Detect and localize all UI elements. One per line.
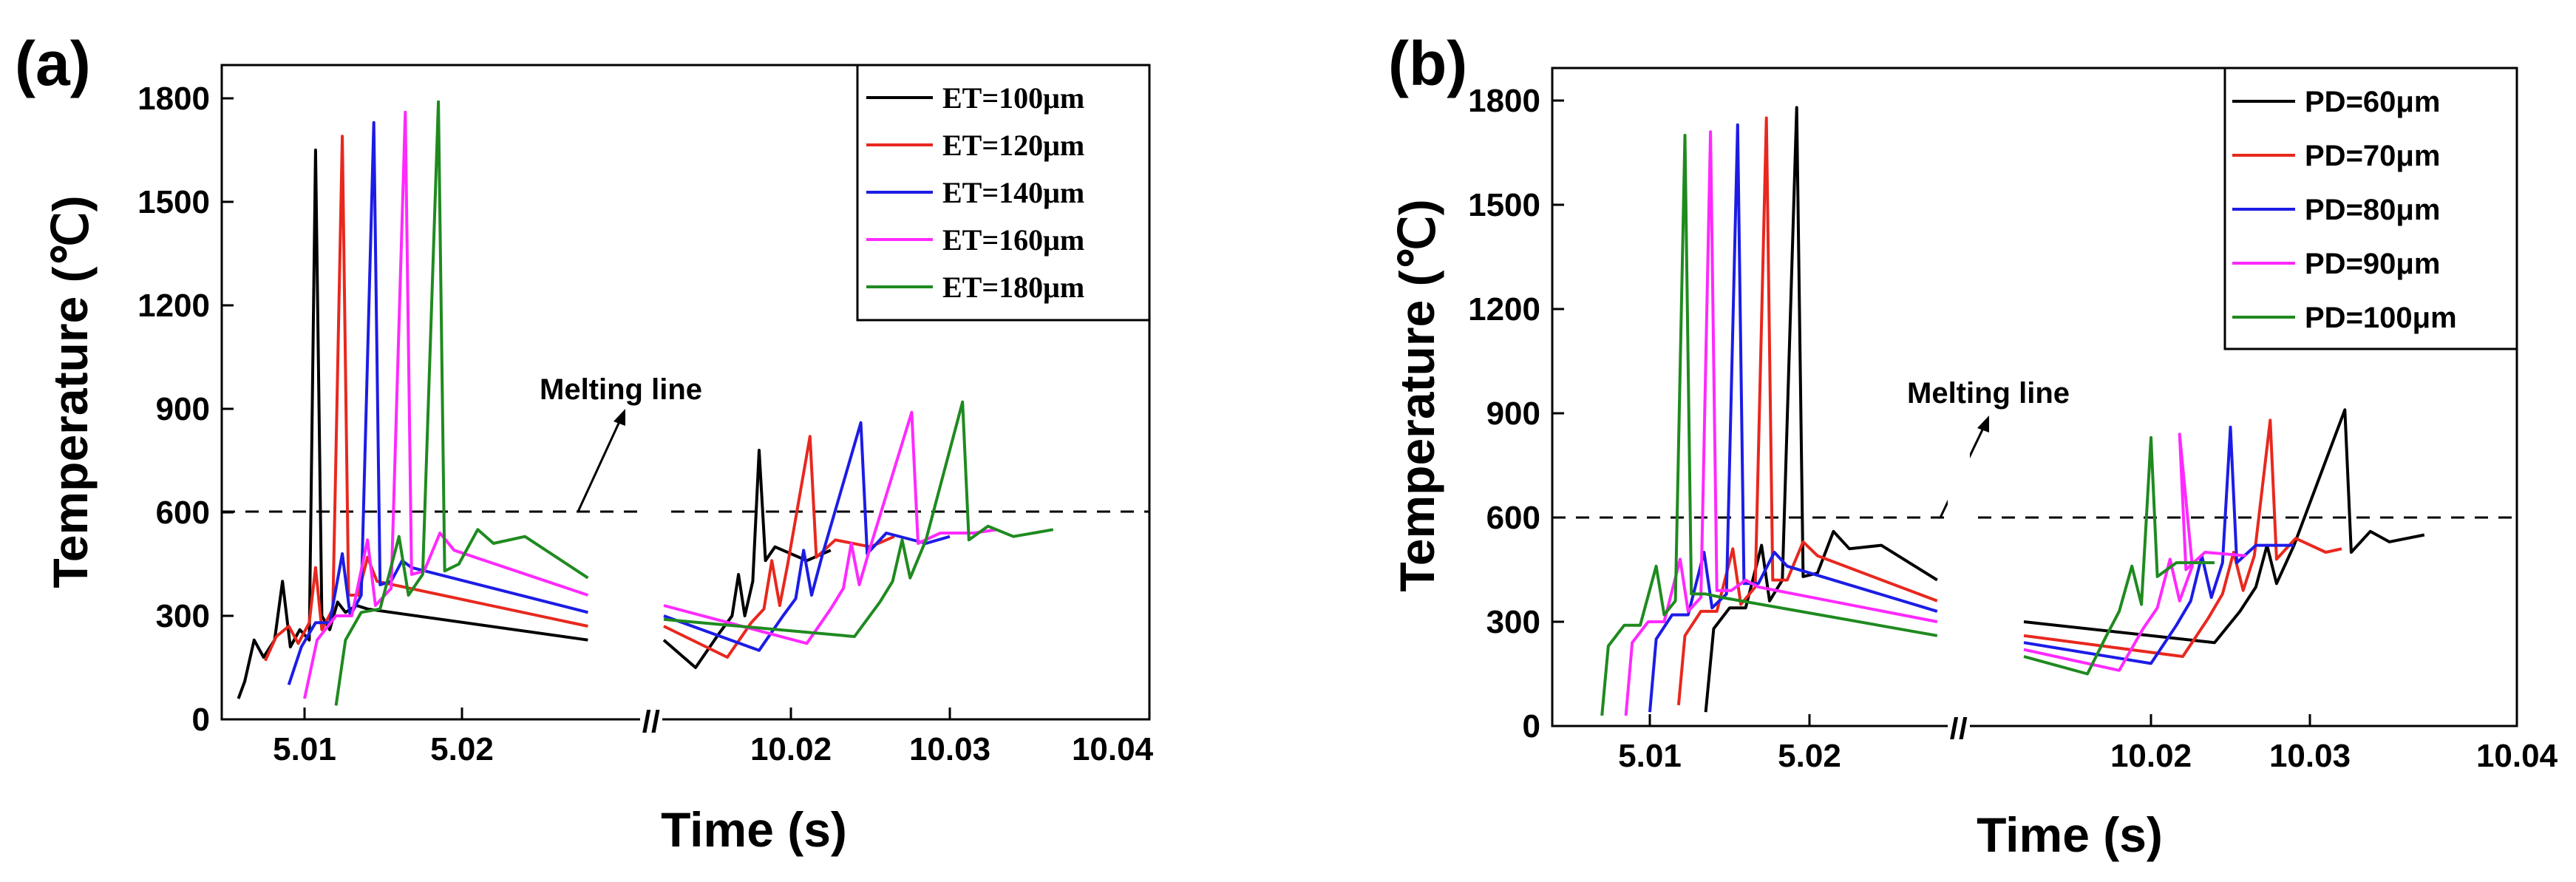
panel-a-plot-frame xyxy=(220,64,1151,721)
legend-label: PD=60μm xyxy=(2305,86,2440,118)
panel-b-label: (b) xyxy=(1388,29,1467,98)
y-tick-label: 1500 xyxy=(137,184,210,220)
legend-label: ET=120μm xyxy=(942,129,1084,162)
x-tick-label: 10.03 xyxy=(2269,738,2351,774)
legend-label: ET=180μm xyxy=(942,271,1084,304)
panel-a: (a) 0 300 600 900 1200 1500 1800 xyxy=(15,29,1154,857)
panel-a-label: (a) xyxy=(15,29,91,98)
axis-break-gap xyxy=(640,706,662,733)
panel-b-plot-frame xyxy=(1551,67,2518,727)
panel-a-y-tick-labels: 0 300 600 900 1200 1500 1800 xyxy=(137,81,210,738)
y-tick-label: 900 xyxy=(1486,396,1540,432)
y-tick-label: 1800 xyxy=(1468,83,1540,119)
series-line-1-seg2 xyxy=(2023,408,2425,645)
y-tick-label: 600 xyxy=(156,495,210,531)
series-line-5-seg1 xyxy=(334,100,589,706)
x-tick-label: 5.01 xyxy=(273,731,336,767)
panel-b-y-ticks xyxy=(1552,99,1564,727)
y-tick-label: 0 xyxy=(1523,708,1540,744)
series-line-3-seg2 xyxy=(2023,425,2294,665)
panel-a-series xyxy=(237,100,1054,706)
panel-a-y-axis-title: Temperature (℃) xyxy=(43,195,98,588)
y-tick-label: 1200 xyxy=(137,288,210,324)
y-tick-label: 300 xyxy=(156,598,210,634)
panel-b-y-tick-labels: 0 300 600 900 1200 1500 1800 xyxy=(1468,83,1540,744)
y-tick-label: 1800 xyxy=(137,81,210,117)
series-line-4-seg1 xyxy=(1624,130,1938,716)
series-line-1-seg1 xyxy=(1704,106,1938,713)
x-tick-label: 10.03 xyxy=(909,731,990,767)
legend-label: ET=100μm xyxy=(942,81,1084,115)
panel-b: (b) 0 300 600 900 1200 1500 1800 5. xyxy=(1388,29,2558,862)
series-line-2-seg1 xyxy=(263,135,588,662)
panel-b-x-tick-labels: 5.01 5.02 10.02 10.03 10.04 xyxy=(1618,738,2558,774)
x-tick-label: 5.01 xyxy=(1618,738,1682,774)
legend-label: PD=90μm xyxy=(2305,248,2440,280)
series-line-5-seg1 xyxy=(1600,134,1938,716)
panel-a-x-axis-title: Time (s) xyxy=(661,802,847,857)
series-line-4-seg2 xyxy=(663,410,998,645)
panel-a-melting-annotation: Melting line xyxy=(540,373,702,406)
panel-a-break-gap xyxy=(640,414,662,710)
x-tick-label: 5.02 xyxy=(1778,738,1841,774)
panel-b-y-axis-title: Temperature (℃) xyxy=(1390,199,1444,591)
legend-label: ET=140μm xyxy=(942,176,1084,209)
panel-a-x-tick-labels: 5.01 5.02 10.02 10.03 10.04 xyxy=(273,731,1153,767)
series-line-3-seg1 xyxy=(1648,123,1938,713)
legend-label: PD=80μm xyxy=(2305,194,2440,226)
legend-label: PD=70μm xyxy=(2305,140,2440,172)
x-tick-label: 10.04 xyxy=(1072,731,1154,767)
x-tick-label: 10.02 xyxy=(750,731,832,767)
x-tick-label: 10.02 xyxy=(2110,738,2192,774)
y-tick-label: 600 xyxy=(1486,500,1540,536)
annotation-arrow-line xyxy=(577,418,622,512)
series-line-5-seg2 xyxy=(663,400,1054,638)
legend-label: PD=100μm xyxy=(2305,302,2457,334)
panel-b-x-axis-title: Time (s) xyxy=(1977,807,2163,862)
panel-b-x-ticks xyxy=(1648,714,2311,726)
x-tick-label: 10.04 xyxy=(2476,738,2558,774)
panel-a-legend: ET=100μm ET=120μm ET=140μm ET=160μm ET=1… xyxy=(856,64,1151,322)
y-tick-label: 1200 xyxy=(1468,291,1540,328)
series-line-2-seg2 xyxy=(2023,418,2342,658)
x-tick-label: 5.02 xyxy=(430,731,494,767)
panel-b-legend: PD=60μm PD=70μm PD=80μm PD=90μm PD=100μm xyxy=(2223,67,2518,350)
panel-a-y-ticks xyxy=(222,97,234,721)
series-line-4-seg1 xyxy=(303,110,589,699)
legend-label: ET=160μm xyxy=(942,223,1084,257)
series-line-3-seg2 xyxy=(663,421,951,652)
y-tick-label: 900 xyxy=(156,391,210,427)
series-line-5-seg2 xyxy=(2023,435,2215,676)
y-tick-label: 1500 xyxy=(1468,187,1540,223)
panel-b-break-gap xyxy=(1948,414,1970,717)
panel-b-melting-annotation: Melting line xyxy=(1907,377,2070,410)
annotation-arrow-head xyxy=(614,409,625,426)
panel-a-x-ticks xyxy=(303,708,951,719)
series-line-1-seg2 xyxy=(662,449,832,669)
series-line-2-seg1 xyxy=(1676,116,1938,705)
annotation-arrow-head xyxy=(1977,415,1989,432)
y-tick-label: 300 xyxy=(1486,604,1540,640)
y-tick-label: 0 xyxy=(192,702,210,738)
panel-b-series xyxy=(1600,106,2425,716)
